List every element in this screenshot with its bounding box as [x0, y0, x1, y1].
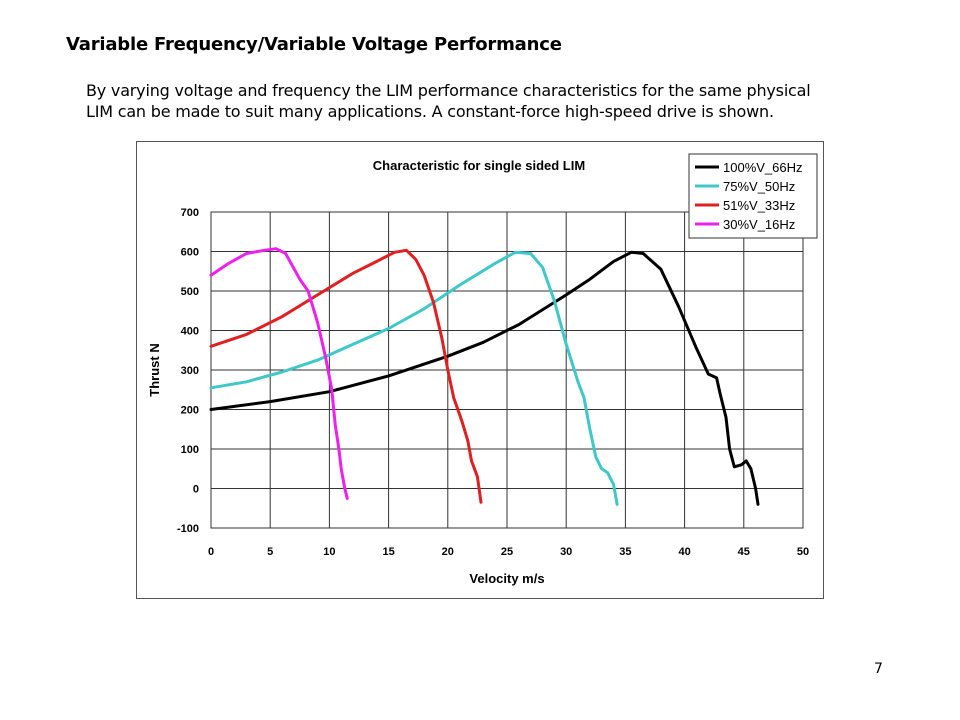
- y-tick-label: 400: [181, 326, 199, 338]
- series-line-2: [209, 250, 619, 506]
- chart-title: Characteristic for single sided LIM: [373, 158, 585, 173]
- y-tick-label: 0: [193, 484, 199, 496]
- series-line-1: [209, 250, 760, 506]
- body-text: By varying voltage and frequency the LIM…: [86, 80, 876, 122]
- series-line-3: [209, 248, 483, 504]
- x-tick-label: 50: [797, 546, 809, 558]
- body-line-1: By varying voltage and frequency the LIM…: [86, 81, 811, 100]
- y-tick-label: -100: [177, 523, 199, 535]
- x-tick-label: 0: [208, 546, 214, 558]
- lim-characteristic-chart: -100 0 100 200 300 400 500 600 700 0 5 10 15 20 25 30 35…: [147, 153, 818, 586]
- body-line-2: LIM can be made to suit many application…: [86, 102, 774, 121]
- x-tick-label: 30: [560, 546, 572, 558]
- x-tick-label: 35: [619, 546, 631, 558]
- y-tick-label: 100: [181, 444, 199, 456]
- x-tick-label: 15: [382, 546, 394, 558]
- x-tick-label: 5: [267, 546, 273, 558]
- y-tick-label: 300: [181, 365, 199, 377]
- y-tick-label: 500: [181, 286, 199, 298]
- legend-label: 30%V_16Hz: [723, 217, 795, 232]
- x-tick-label: 20: [442, 546, 454, 558]
- x-tick-label: 45: [738, 546, 750, 558]
- y-axis-title: Thrust N: [147, 343, 162, 396]
- y-tick-label: 700: [181, 207, 199, 219]
- page-number: 7: [874, 661, 883, 677]
- x-tick-label: 25: [501, 546, 513, 558]
- x-tick-label: 10: [323, 546, 335, 558]
- x-axis-title: Velocity m/s: [469, 571, 544, 586]
- grid-layer: [210, 211, 804, 529]
- axis-layer: -100 0 100 200 300 400 500 600 700 0 5 10 15 20 25 30 35…: [177, 207, 809, 558]
- slide-title: Variable Frequency/Variable Voltage Perf…: [66, 34, 562, 55]
- series-layer: [209, 247, 760, 506]
- chart-frame: -100 0 100 200 300 400 500 600 700 0 5 10 15 20 25 30 35…: [136, 141, 824, 599]
- y-tick-label: 600: [181, 247, 199, 259]
- legend-label: 51%V_33Hz: [723, 198, 795, 213]
- legend-label: 100%V_66Hz: [723, 160, 803, 175]
- series-line-4: [209, 247, 349, 500]
- legend: 100%V_66Hz 75%V_50Hz 51%V_33Hz 30%V_16Hz: [688, 153, 818, 239]
- y-tick-label: 200: [181, 405, 199, 417]
- x-tick-label: 40: [678, 546, 690, 558]
- legend-label: 75%V_50Hz: [723, 179, 795, 194]
